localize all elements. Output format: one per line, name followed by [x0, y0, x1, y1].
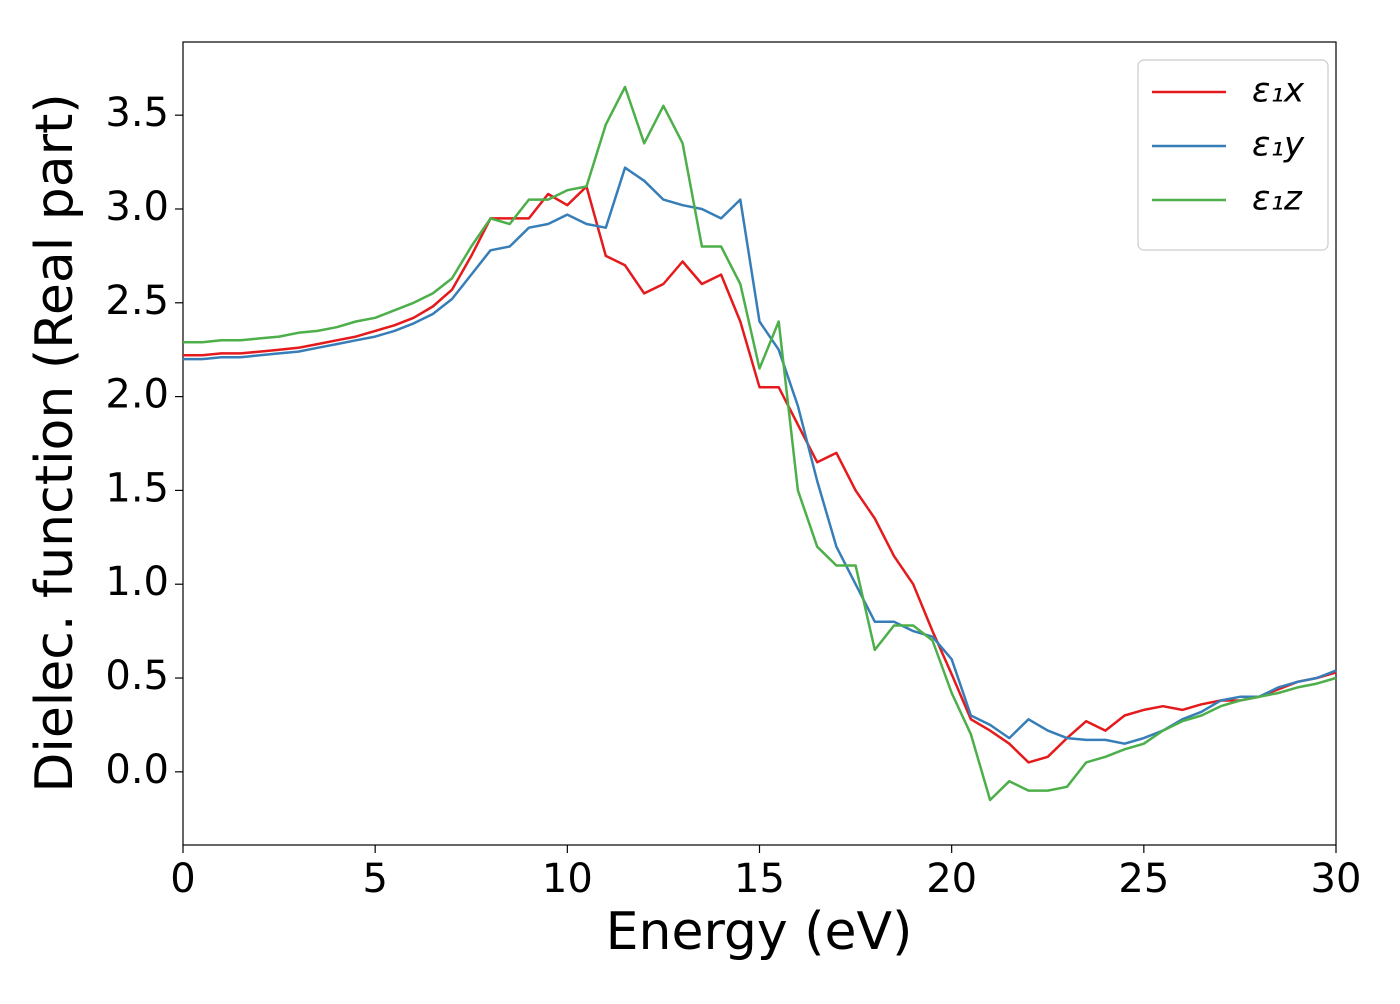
y-tick-label: 1.0: [105, 559, 169, 605]
y-tick-label: 0.5: [105, 653, 169, 699]
y-tick-label: 1.5: [105, 465, 169, 511]
legend-label: ε₁y: [1252, 125, 1305, 165]
y-tick-label: 2.5: [105, 278, 169, 324]
y-axis-label: Dielec. function (Real part): [25, 93, 85, 792]
series-line: [183, 166, 1337, 745]
x-tick-label: 10: [542, 856, 593, 902]
x-tick-label: 15: [734, 856, 785, 902]
y-tick-label: 0.0: [105, 747, 169, 793]
y-tick-label: 3.5: [105, 90, 169, 136]
x-tick-label: 25: [1118, 856, 1169, 902]
x-tick-label: 30: [1311, 856, 1362, 902]
legend-label: ε₁x: [1252, 71, 1305, 111]
y-tick-label: 2.0: [105, 372, 169, 418]
series-line: [183, 185, 1337, 764]
series-line: [183, 85, 1337, 802]
legend-box: [1137, 59, 1329, 251]
x-tick-label: 20: [926, 856, 977, 902]
x-axis-label: Energy (eV): [606, 902, 913, 962]
y-tick-label: 3.0: [105, 184, 169, 230]
legend-label: ε₁z: [1252, 179, 1303, 219]
x-tick-label: 5: [362, 856, 387, 902]
x-tick-label: 0: [170, 856, 195, 902]
